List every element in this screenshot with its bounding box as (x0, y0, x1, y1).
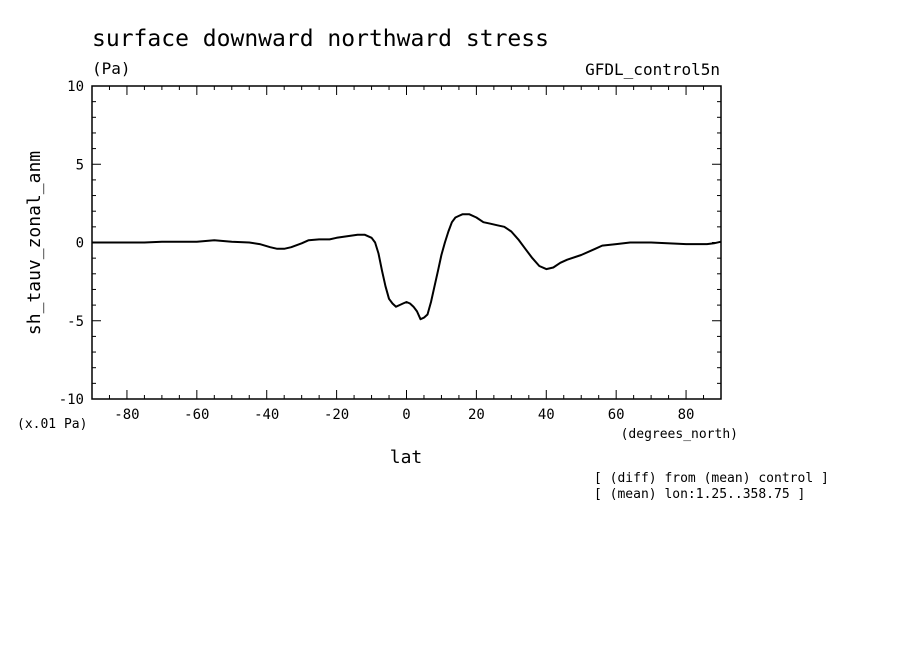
x-axis-units: (degrees_north) (621, 427, 738, 442)
x-axis-label: lat (390, 447, 423, 468)
y-tick-label: -5 (67, 314, 84, 330)
dataset-label: GFDL_control5n (585, 60, 720, 79)
chart-units: (Pa) (92, 59, 131, 78)
x-tick-label: -20 (324, 407, 349, 423)
y-tick-label: 5 (76, 157, 84, 173)
y-axis-scale: (x.01 Pa) (17, 417, 87, 432)
y-axis-label: sh_tauv_zonal_anm (24, 151, 45, 335)
x-tick-label: 60 (608, 407, 625, 423)
series-line (92, 213, 722, 321)
note-diff: [ (diff) from (mean) control ] (594, 471, 829, 486)
x-tick-label: -60 (184, 407, 209, 423)
x-tick-label: 40 (538, 407, 555, 423)
y-tick-label: 10 (67, 79, 84, 95)
x-tick-label: 0 (402, 407, 410, 423)
x-tick-label: 20 (468, 407, 485, 423)
chart-title: surface downward northward stress (92, 26, 549, 52)
note-mean: [ (mean) lon:1.25..358.75 ] (594, 487, 805, 502)
x-tick-label: 80 (678, 407, 695, 423)
y-tick-label: -10 (59, 392, 84, 408)
tick-labels: -80 -60 -40 -20 0 20 40 60 80 -10 -5 0 5 10 (59, 79, 695, 423)
axis-ticks (91, 85, 722, 400)
x-tick-label: -40 (254, 407, 279, 423)
y-tick-label: 0 (76, 236, 84, 252)
x-tick-label: -80 (114, 407, 139, 423)
